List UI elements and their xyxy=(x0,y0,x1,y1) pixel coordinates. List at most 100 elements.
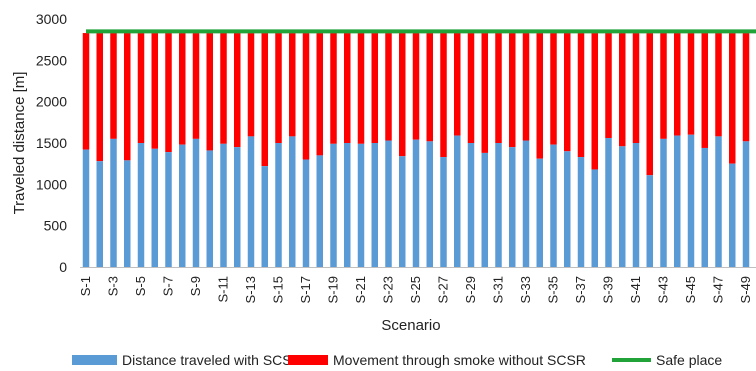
bar-smoke-segment xyxy=(344,33,351,144)
y-tick-label: 2000 xyxy=(36,94,67,110)
x-tick-label: S-9 xyxy=(188,276,203,296)
y-tick-label: 500 xyxy=(44,218,68,234)
legend-swatch-scsr xyxy=(72,355,117,365)
bar-smoke-segment xyxy=(701,33,708,148)
bar-smoke-segment xyxy=(275,33,282,144)
x-tick-label: S-25 xyxy=(408,276,423,303)
bar-smoke-segment xyxy=(247,33,255,137)
bar-smoke-segment xyxy=(426,33,433,142)
bar-smoke-segment xyxy=(564,33,571,152)
x-axis-ticks: S-1 S-3 S-5 S-7 S-9 S-11 S-13 S-15 S-17 S-19 S-21 S… xyxy=(78,276,753,303)
x-tick-label: S-45 xyxy=(683,276,698,303)
bar-smoke-segment xyxy=(192,33,200,139)
bar-smoke-segment xyxy=(316,33,323,156)
x-tick-label: S-23 xyxy=(381,276,396,303)
bar-smoke-segment xyxy=(302,33,310,160)
bar-smoke-segment xyxy=(674,33,681,136)
bar-scsr-segment xyxy=(522,140,530,267)
bar-scsr-segment xyxy=(206,150,213,267)
bar-scsr-segment xyxy=(715,136,722,267)
bar-scsr-segment xyxy=(151,148,158,267)
bar-smoke-segment xyxy=(399,33,406,157)
bar-scsr-segment xyxy=(660,138,667,267)
bar-smoke-segment xyxy=(687,33,695,135)
bar-scsr-segment xyxy=(632,143,640,267)
bar-smoke-segment xyxy=(151,33,158,149)
bar-smoke-segment xyxy=(550,33,557,145)
bar-scsr-segment xyxy=(82,149,90,267)
y-axis-title: Traveled distance [m] xyxy=(11,72,28,215)
bar-smoke-segment xyxy=(371,33,378,144)
bar-smoke-segment xyxy=(96,33,103,162)
bar-scsr-segment xyxy=(289,136,296,267)
bar-scsr-segment xyxy=(591,169,598,267)
bars xyxy=(82,33,750,267)
bar-smoke-segment xyxy=(220,33,227,144)
bar-scsr-segment xyxy=(687,134,695,267)
x-tick-label: S-31 xyxy=(491,276,506,303)
x-tick-label: S-43 xyxy=(656,276,671,303)
bar-smoke-segment xyxy=(632,33,640,144)
bar-smoke-segment xyxy=(165,33,172,153)
bar-scsr-segment xyxy=(605,138,612,267)
x-tick-label: S-29 xyxy=(463,276,478,303)
bar-scsr-segment xyxy=(385,140,392,267)
legend-label-scsr: Distance traveled with SCSR xyxy=(122,352,302,368)
x-tick-label: S-19 xyxy=(326,276,341,303)
bar-scsr-segment xyxy=(509,147,516,267)
x-tick-label: S-7 xyxy=(161,276,176,296)
bar-scsr-segment xyxy=(412,139,420,267)
x-axis-title: Scenario xyxy=(381,317,440,334)
bar-smoke-segment xyxy=(289,33,296,137)
bar-smoke-segment xyxy=(742,33,750,142)
bar-scsr-segment xyxy=(302,159,310,267)
legend-swatch-smoke xyxy=(288,355,328,365)
bar-smoke-segment xyxy=(509,33,516,148)
bar-scsr-segment xyxy=(124,160,131,267)
bar-scsr-segment xyxy=(454,135,461,267)
x-tick-label: S-37 xyxy=(573,276,588,303)
x-tick-label: S-33 xyxy=(518,276,533,303)
bar-scsr-segment xyxy=(440,157,447,267)
x-tick-label: S-13 xyxy=(243,276,258,303)
bar-smoke-segment xyxy=(137,33,145,144)
bar-scsr-segment xyxy=(550,144,557,267)
bar-scsr-segment xyxy=(330,143,337,267)
bar-smoke-segment xyxy=(467,33,475,144)
bar-smoke-segment xyxy=(454,33,461,136)
legend: Distance traveled with SCSR Movement thr… xyxy=(72,352,722,368)
y-tick-label: 1500 xyxy=(36,135,67,151)
bar-smoke-segment xyxy=(577,33,585,158)
x-tick-label: S-5 xyxy=(133,276,148,296)
bar-smoke-segment xyxy=(481,33,488,153)
x-tick-label: S-15 xyxy=(271,276,286,303)
y-tick-label: 0 xyxy=(59,259,67,275)
bar-smoke-segment xyxy=(619,33,626,147)
bar-scsr-segment xyxy=(481,152,488,267)
x-tick-label: S-17 xyxy=(298,276,313,303)
y-tick-label: 1000 xyxy=(36,176,67,192)
bar-scsr-segment xyxy=(646,175,653,267)
bar-scsr-segment xyxy=(96,161,103,267)
bar-smoke-segment xyxy=(646,33,653,176)
bar-scsr-segment xyxy=(536,158,543,267)
bar-smoke-segment xyxy=(124,33,131,161)
y-tick-label: 3000 xyxy=(36,11,67,27)
bar-scsr-segment xyxy=(619,146,626,267)
y-axis-ticks: 0 500 1000 1500 2000 2500 3000 xyxy=(36,11,67,275)
bar-scsr-segment xyxy=(234,147,241,267)
x-tick-label: S-3 xyxy=(106,276,121,296)
bar-scsr-segment xyxy=(344,143,351,267)
bar-scsr-segment xyxy=(261,166,268,267)
legend-label-smoke: Movement through smoke without SCSR xyxy=(333,352,586,368)
x-tick-label: S-35 xyxy=(546,276,561,303)
bar-scsr-segment xyxy=(399,156,406,267)
bar-scsr-segment xyxy=(742,141,750,267)
bar-smoke-segment xyxy=(440,33,447,158)
bar-scsr-segment xyxy=(316,155,323,267)
bar-scsr-segment xyxy=(495,143,502,267)
bar-smoke-segment xyxy=(715,33,722,137)
bar-scsr-segment xyxy=(426,141,433,267)
bar-smoke-segment xyxy=(591,33,598,170)
